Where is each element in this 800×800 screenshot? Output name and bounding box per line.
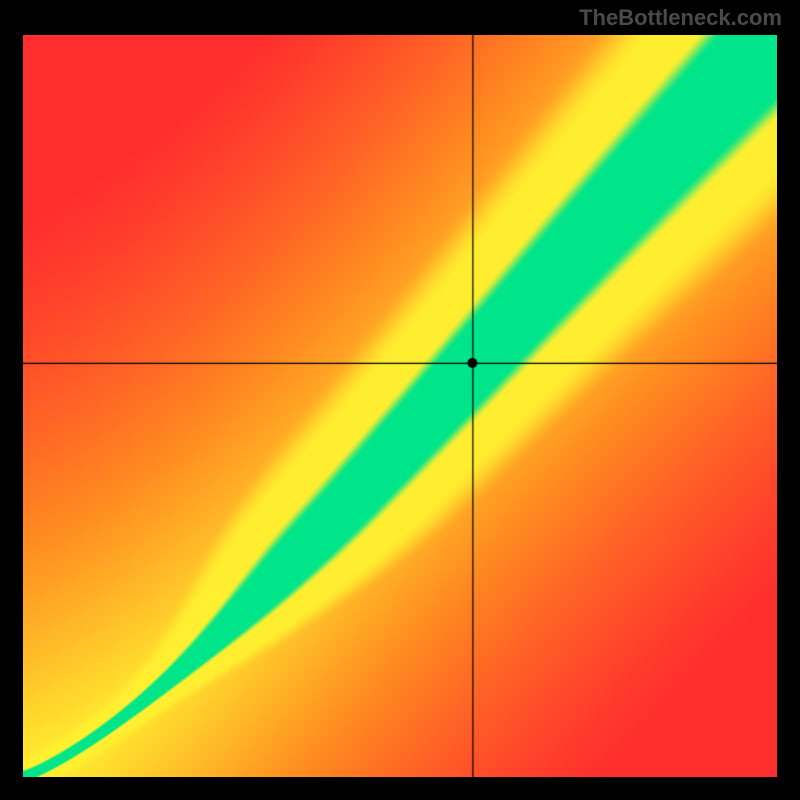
heatmap-canvas bbox=[23, 35, 777, 777]
watermark-text: TheBottleneck.com bbox=[579, 5, 782, 31]
chart-container: TheBottleneck.com bbox=[0, 0, 800, 800]
heatmap-plot bbox=[23, 35, 777, 777]
